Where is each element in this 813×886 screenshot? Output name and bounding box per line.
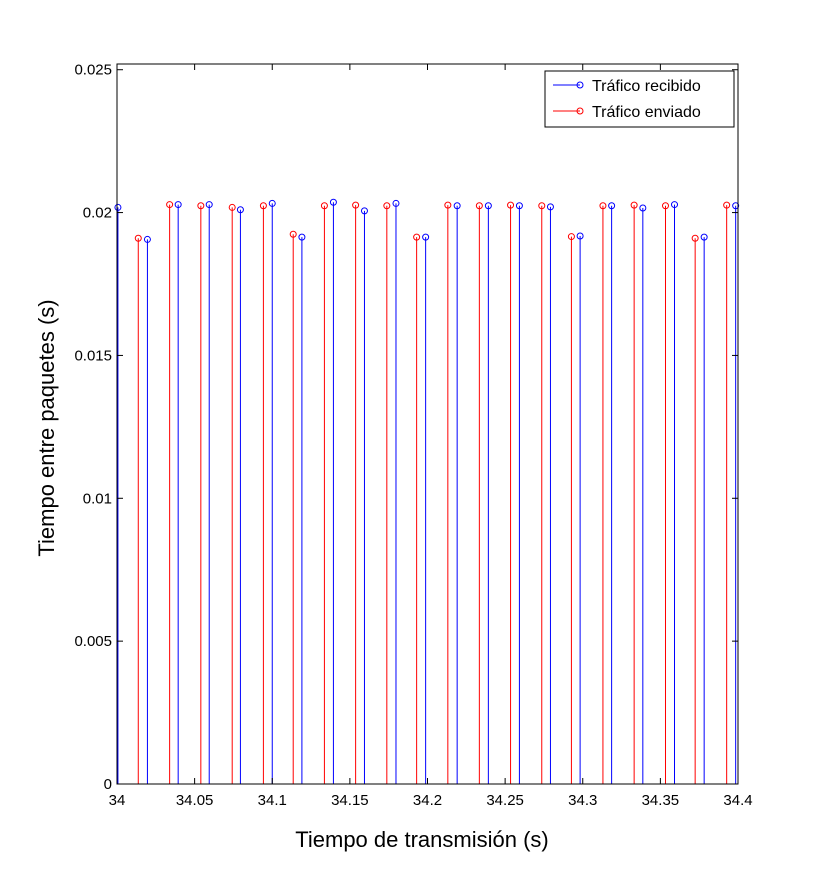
- stem-marker-s1-4: [259, 202, 267, 210]
- x-tick-label-7: 34.35: [642, 792, 680, 809]
- stem-marker-s1-12: [507, 201, 515, 209]
- stem-marker-s1-9: [413, 233, 421, 241]
- y-tick-label-2: 0.01: [83, 490, 112, 507]
- legend-box: [544, 70, 735, 128]
- stem-marker-s0-1: [143, 235, 151, 243]
- stem-marker-s0-20: [732, 202, 740, 210]
- x-axis-label: Tiempo de transmisión (s): [295, 827, 548, 852]
- stem-marker-s0-18: [671, 201, 679, 209]
- x-tick-label-4: 34.2: [413, 792, 442, 809]
- stem-marker-s0-5: [268, 199, 276, 207]
- stem-marker-s1-14: [567, 233, 575, 241]
- plot-area: [117, 64, 738, 784]
- stem-marker-s1-17: [661, 202, 669, 210]
- stem-marker-s0-17: [639, 204, 647, 212]
- stem-marker-s0-13: [515, 202, 523, 210]
- x-tick-label-2: 34.1: [258, 792, 287, 809]
- legend-marker-received: [576, 81, 584, 89]
- stem-marker-s1-15: [599, 202, 607, 210]
- stem-marker-s0-9: [392, 199, 400, 207]
- stem-marker-s1-0: [134, 234, 142, 242]
- stem-marker-s0-11: [453, 202, 461, 210]
- stem-marker-s1-5: [289, 230, 297, 238]
- legend: Tráfico recibido Tráfico enviado: [544, 70, 735, 128]
- y-axis-label: Tiempo entre paquetes (s): [34, 299, 59, 556]
- stem-marker-s0-6: [298, 233, 306, 241]
- stem-marker-s1-11: [475, 202, 483, 210]
- stem-marker-s0-3: [205, 201, 213, 209]
- legend-marker-sent: [576, 107, 584, 115]
- x-tick-label-3: 34.15: [331, 792, 369, 809]
- x-tick-label-8: 34.4: [723, 792, 752, 809]
- stem-marks: [114, 198, 740, 784]
- stem-marker-s1-3: [228, 203, 236, 211]
- y-tick-label-5: 0.025: [74, 62, 112, 79]
- stem-marker-s0-4: [236, 206, 244, 214]
- stem-marker-s0-10: [422, 233, 430, 241]
- stem-marker-s0-2: [174, 201, 182, 209]
- stem-marker-s0-8: [360, 207, 368, 215]
- stem-marker-s1-19: [723, 201, 731, 209]
- y-tick-label-4: 0.02: [83, 205, 112, 222]
- stem-marker-s0-7: [329, 198, 337, 206]
- stem-marker-s1-16: [630, 201, 638, 209]
- stem-marker-s1-8: [383, 202, 391, 210]
- stem-marker-s1-18: [691, 234, 699, 242]
- stem-marker-s1-1: [166, 201, 174, 209]
- stem-marker-s1-7: [352, 201, 360, 209]
- x-tick-label-0: 34: [109, 792, 126, 809]
- stem-marker-s0-16: [608, 202, 616, 210]
- stem-marker-s0-19: [700, 233, 708, 241]
- x-axis-ticks: 34 34.05 34.1 34.15 34.2 34.25 34.3 34.35 34.4: [109, 64, 753, 809]
- stem-marker-s1-10: [444, 201, 452, 209]
- stem-marker-s1-6: [320, 202, 328, 210]
- y-tick-label-0: 0: [104, 776, 112, 793]
- legend-label-sent: Tráfico enviado: [592, 104, 701, 121]
- stem-marker-s1-13: [538, 202, 546, 210]
- stem-marker-s0-14: [546, 203, 554, 211]
- stem-marker-s0-0: [114, 203, 122, 211]
- x-tick-label-5: 34.25: [486, 792, 524, 809]
- legend-label-received: Tráfico recibido: [592, 78, 701, 95]
- stem-marker-s0-12: [484, 202, 492, 210]
- x-tick-label-6: 34.3: [568, 792, 597, 809]
- y-axis-ticks: 0 0.005 0.01 0.015 0.02 0.025: [74, 62, 738, 793]
- stem-marker-s0-15: [576, 232, 584, 240]
- stem-marker-s1-2: [197, 202, 205, 210]
- y-tick-label-1: 0.005: [74, 633, 112, 650]
- x-tick-label-1: 34.05: [176, 792, 214, 809]
- y-tick-label-3: 0.015: [74, 347, 112, 364]
